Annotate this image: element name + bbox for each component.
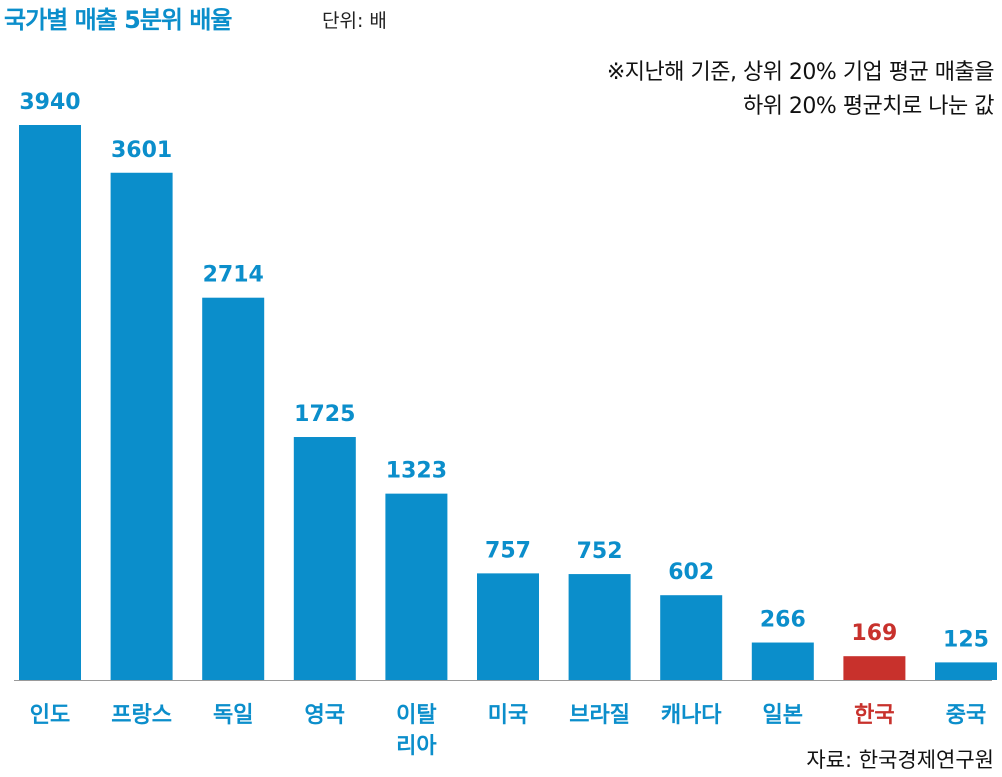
value-label: 3940 xyxy=(19,90,80,115)
value-label: 169 xyxy=(851,621,897,646)
category-label: 독일 xyxy=(213,703,253,728)
category-label: 브라질 xyxy=(569,703,630,728)
bar-5 xyxy=(385,493,448,680)
bar-3 xyxy=(202,297,265,680)
category-label: 리아 xyxy=(396,734,437,759)
category-label: 일본 xyxy=(763,703,803,728)
category-label: 인도 xyxy=(30,703,70,728)
unit-label: 단위: 배 xyxy=(322,10,387,32)
chart-title: 국가별 매출 5분위 배율 xyxy=(4,6,232,34)
bar-6 xyxy=(477,573,539,680)
category-label: 미국 xyxy=(488,703,528,728)
bar-11 xyxy=(935,662,997,680)
value-label: 125 xyxy=(943,627,989,652)
value-label: 757 xyxy=(485,538,531,563)
category-label: 이탈 xyxy=(396,703,436,728)
category-label: 중국 xyxy=(946,703,986,728)
bar-1 xyxy=(19,125,81,680)
bar-8 xyxy=(660,595,723,680)
value-label: 1725 xyxy=(294,402,355,427)
category-label: 한국 xyxy=(854,703,894,728)
source-note: 자료: 한국경제연구원 xyxy=(806,748,994,772)
bar-7 xyxy=(568,574,631,680)
category-label: 프랑스 xyxy=(111,703,172,728)
bar-10 xyxy=(843,656,906,680)
value-label: 3601 xyxy=(111,138,172,163)
category-label: 캐나다 xyxy=(661,703,722,728)
bar-4 xyxy=(293,437,356,680)
bar-2 xyxy=(110,172,173,680)
value-label: 1323 xyxy=(386,459,447,484)
value-label: 602 xyxy=(668,560,714,585)
value-label: 752 xyxy=(577,539,623,564)
value-label: 2714 xyxy=(203,263,264,288)
note-line: 하위 20% 평균치로 나눈 값 xyxy=(742,94,995,119)
bar-9 xyxy=(751,642,814,680)
chart-note: ※지난해 기준, 상위 20% 기업 평균 매출을 하위 20% 평균치로 나눈… xyxy=(474,56,995,124)
value-label: 266 xyxy=(760,608,806,633)
note-line: ※지난해 기준, 상위 20% 기업 평균 매출을 xyxy=(606,60,995,85)
category-label: 영국 xyxy=(305,703,345,728)
